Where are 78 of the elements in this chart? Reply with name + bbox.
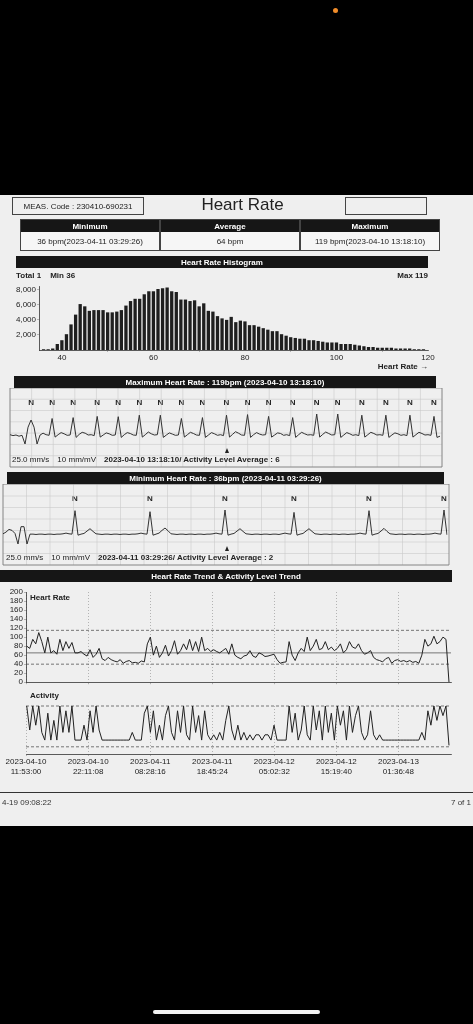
text: 4-19 09:08:22 [2, 798, 52, 807]
y-tick-label: 200 [9, 587, 24, 597]
chart-title: Heart Rate Histogram [181, 257, 263, 267]
x-tick-label: 100 [329, 353, 344, 362]
x-tick-label: 2023-04-11 18:45:24 [192, 757, 233, 776]
text: 2023-04-11 03:29:26/ Activity Level Average : 2 [98, 553, 274, 563]
text: 64 bpm [216, 236, 244, 246]
text: 7 of 1 [450, 798, 471, 807]
x-tick-label: N [157, 398, 164, 408]
x-tick-label: N [431, 398, 438, 408]
x-tick-label: N [94, 398, 101, 408]
y-tick-label: 180 [9, 596, 24, 606]
x-tick-label: 60 [148, 353, 159, 362]
y-axis-title: Activity [30, 691, 60, 701]
y-tick-label: 120 [9, 623, 24, 633]
y-tick-label: 140 [9, 614, 24, 624]
y-tick-label: 2,000 [15, 330, 37, 340]
x-tick-label: 2023-04-11 08:28:16 [130, 757, 171, 776]
y-tick-label: 4,000 [15, 315, 37, 325]
text: 36 bpm(2023-04-11 03:29:26) [37, 236, 143, 246]
y-tick-label: 100 [9, 632, 24, 642]
y-tick-label: 60 [14, 650, 24, 660]
text: 25.0 mm/s [12, 455, 50, 465]
text: 10 mm/mV [51, 553, 91, 563]
x-tick-label: N [291, 494, 298, 504]
x-tick-label: 2023-04-12 15:19:40 [315, 757, 358, 776]
text: 119 bpm(2023-04-10 13:18:10) [314, 236, 426, 246]
x-tick-label: N [28, 398, 35, 408]
x-tick-label: 2023-04-13 01:36:48 [377, 757, 420, 776]
x-tick-label: 2023-04-12 05:02:32 [253, 757, 296, 776]
x-tick-label: N [72, 494, 79, 504]
x-axis-title: Heart Rate → [377, 362, 428, 372]
y-tick-label: 20 [14, 668, 24, 678]
text: Heart Rate [201, 195, 284, 214]
x-tick-label: N [115, 398, 122, 408]
x-tick-label: N [407, 398, 414, 408]
x-tick-label: N [70, 398, 77, 408]
x-tick-label: N [136, 398, 143, 408]
x-tick-label: N [441, 494, 448, 504]
y-tick-label: 80 [14, 641, 24, 651]
x-tick-label: N [366, 494, 373, 504]
x-tick-label: N [382, 398, 389, 408]
x-tick-label: N [147, 494, 154, 504]
text: Max 119 [397, 271, 429, 281]
x-tick-label: N [358, 398, 365, 408]
text: MEAS. Code : 230410-690231 [23, 201, 133, 211]
x-tick-label: 2023-04-10 22:11:08 [67, 757, 110, 776]
y-tick-label: 6,000 [15, 300, 37, 310]
x-tick-label: N [289, 398, 296, 408]
text: 10 mm/mV [57, 455, 97, 465]
text: Total 1 [16, 271, 42, 281]
y-axis-title: Heart Rate [30, 593, 71, 603]
y-tick-label: 8,000 [15, 284, 37, 294]
x-tick-label: 120 [421, 353, 436, 362]
y-tick-label: 40 [14, 659, 24, 669]
x-tick-label: N [223, 398, 230, 408]
x-tick-label: N [178, 398, 185, 408]
y-tick-label: 160 [9, 605, 24, 615]
x-tick-label: 40 [57, 353, 67, 362]
x-tick-label: 2023-04-10 11:53:00 [5, 757, 48, 776]
text: Minimum [72, 221, 108, 231]
text: 2023-04-10 13:18:10/ Activity Level Average : 6 [104, 455, 281, 465]
chart-title: Heart Rate Trend & Activity Level Trend [151, 571, 301, 581]
x-tick-label: N [244, 398, 251, 408]
x-tick-label: N [265, 398, 272, 408]
chart-title: Maximum Heart Rate : 119bpm (2023-04-10 13:18:10) [125, 377, 325, 387]
x-tick-label: N [49, 398, 56, 408]
text: Maximum [351, 221, 389, 231]
x-tick-label: N [313, 398, 320, 408]
chart-title: Minimum Heart Rate : 36bpm (2023-04-11 03:29:26) [129, 473, 322, 483]
x-tick-label: N [334, 398, 341, 408]
x-tick-label: N [199, 398, 206, 408]
x-tick-label: 80 [240, 353, 250, 362]
x-tick-label: N [222, 494, 229, 504]
text: 25.0 mm/s [6, 553, 44, 563]
text: Min 36 [50, 271, 76, 281]
text: Average [214, 221, 246, 231]
y-tick-label: 0 [18, 677, 24, 687]
